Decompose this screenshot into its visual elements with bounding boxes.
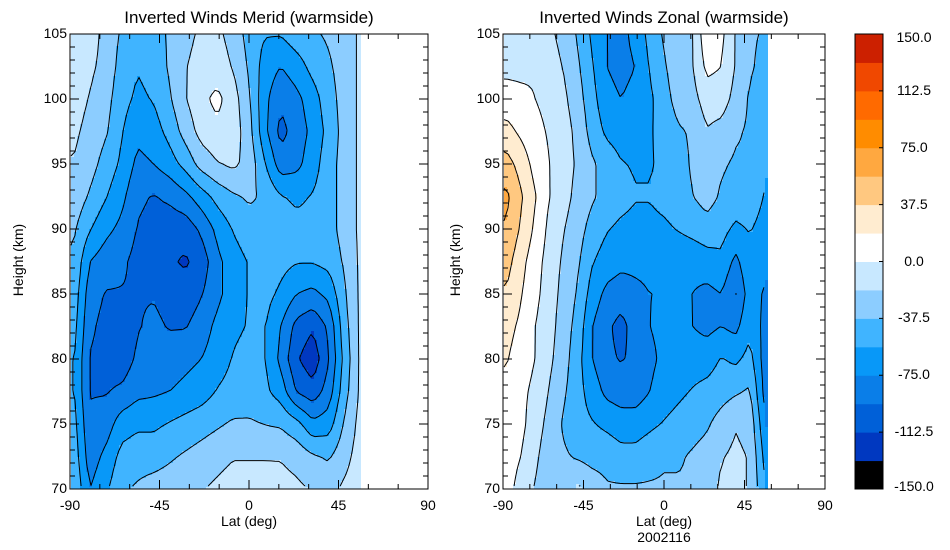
colorbar-swatch (855, 90, 883, 120)
colorbar-swatch (855, 403, 883, 433)
colorbar-tick-label: -75.0 (898, 366, 930, 382)
colorbar-swatch (855, 346, 883, 376)
colorbar-swatch (855, 204, 883, 234)
colorbar-swatch (855, 34, 883, 63)
colorbar-tick-label: 0.0 (904, 253, 923, 269)
y-tick-label: 95 (484, 155, 500, 171)
colorbar-swatch (855, 261, 883, 291)
x-tick-label: 0 (660, 497, 668, 513)
colorbar-tick-label: 150.0 (896, 29, 931, 45)
y-tick-label: 90 (51, 220, 67, 236)
x-tick-label: 90 (420, 497, 436, 513)
colorbar-swatch (855, 147, 883, 177)
colorbar-swatch (855, 289, 883, 319)
colorbar-tick-label: 37.5 (900, 196, 927, 212)
y-tick-label: 75 (484, 415, 500, 431)
colorbar-tick-label: -37.5 (898, 309, 930, 325)
colorbar-tick-label: -112.5 (895, 423, 934, 439)
x-tick-label: -90 (493, 497, 513, 513)
y-tick-label: 100 (44, 90, 67, 106)
y-tick-label: 100 (477, 90, 500, 106)
y-tick-label: 95 (51, 155, 67, 171)
contour-field-merid (71, 34, 361, 490)
colorbar-tick-label: 112.5 (897, 82, 931, 98)
x-tick-label: -45 (149, 497, 169, 513)
y-tick-label: 80 (484, 350, 500, 366)
contour-field-zonal (504, 34, 769, 490)
y-tick-label: 105 (44, 25, 67, 41)
x-tick-label: 45 (331, 497, 347, 513)
colorbar-swatch (855, 176, 883, 206)
y-tick-label: 70 (484, 480, 500, 496)
colorbar-swatch (855, 375, 883, 405)
colorbar-swatch (855, 460, 883, 490)
colorbar-swatch (855, 318, 883, 348)
x-tick-label: -45 (573, 497, 593, 513)
colorbar-swatch (855, 233, 883, 262)
contour-lines-zonal (503, 33, 765, 487)
colorbar-swatch (855, 119, 883, 149)
x-tick-label: 45 (737, 497, 753, 513)
y-tick-label: 80 (51, 350, 67, 366)
y-tick-label: 85 (484, 285, 500, 301)
chart-title-merid: Inverted Winds Merid (warmside) (70, 8, 428, 28)
chart-title-zonal: Inverted Winds Zonal (warmside) (493, 8, 835, 28)
y-tick-label: 105 (477, 25, 500, 41)
x-axis-label-merid: Lat (deg) (199, 513, 299, 529)
x-axis-label-zonal: Lat (deg) (614, 513, 714, 529)
date-label: 2002116 (614, 529, 714, 545)
y-tick-label: 85 (51, 285, 67, 301)
y-tick-label: 90 (484, 220, 500, 236)
x-tick-label: -90 (60, 497, 80, 513)
colorbar-tick-label: -150.0 (894, 478, 934, 494)
colorbar-tick-label: 75.0 (900, 139, 927, 155)
x-tick-label: 90 (817, 497, 833, 513)
y-tick-label: 75 (51, 415, 67, 431)
colorbar-swatch (855, 62, 883, 92)
contour-lines-merid (70, 33, 360, 487)
x-tick-label: 0 (245, 497, 253, 513)
y-tick-label: 70 (51, 480, 67, 496)
colorbar-swatch (855, 432, 883, 462)
